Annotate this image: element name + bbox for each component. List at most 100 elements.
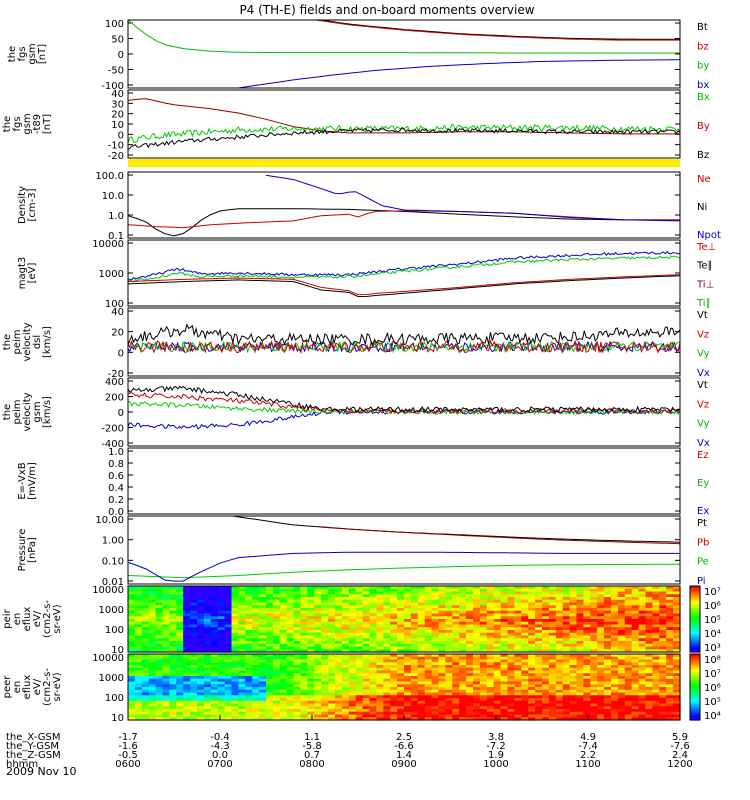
spectrogram-cell xyxy=(645,638,653,642)
spectrogram-cell xyxy=(293,586,302,590)
spectrogram-cell xyxy=(438,588,446,593)
spectrogram-cell xyxy=(659,706,667,710)
series-Vt xyxy=(127,323,681,346)
spectrogram-cell xyxy=(459,659,467,663)
spectrogram-cell xyxy=(452,597,460,601)
spectrogram-cell xyxy=(652,709,660,713)
spectrogram-cell xyxy=(562,627,571,631)
spectrogram-cell xyxy=(279,632,288,637)
spectrogram-cell xyxy=(266,665,274,669)
spectrogram-cell xyxy=(134,608,143,612)
legend-Vx: Vx xyxy=(697,368,710,379)
spectrogram-cell xyxy=(473,698,481,702)
spectrogram-cell xyxy=(542,610,550,615)
spectrogram-cell xyxy=(266,588,274,593)
spectrogram-cell xyxy=(659,659,667,663)
spectrogram-cell xyxy=(466,700,474,705)
spectrogram-cell xyxy=(597,591,605,595)
spectrogram-cell xyxy=(141,700,150,705)
spectrogram-cell xyxy=(162,602,170,606)
spectrogram-cell xyxy=(638,635,647,639)
spectrogram-cell xyxy=(348,711,357,716)
spectrogram-cell xyxy=(417,588,426,593)
spectrogram-cell xyxy=(252,602,260,606)
panel-6-tick-label: -200 xyxy=(101,424,124,435)
spectrogram-cell xyxy=(300,591,308,595)
spectrogram-cell xyxy=(645,641,653,645)
spectrogram-cell xyxy=(645,597,653,601)
spectrogram-cell xyxy=(176,692,184,696)
spectrogram-cell xyxy=(376,621,384,626)
spectrogram-cell xyxy=(348,630,357,634)
spectrogram-cell xyxy=(376,605,384,609)
spectrogram-cell xyxy=(314,684,322,688)
spectrogram-cell xyxy=(452,624,460,628)
spectrogram-cell xyxy=(390,621,398,626)
spectrogram-cell xyxy=(569,659,578,663)
spectrogram-cell xyxy=(307,681,315,685)
spectrogram-cell xyxy=(562,624,571,628)
spectrogram-cell xyxy=(597,711,605,716)
panel-8-tick-label: 0.01 xyxy=(102,577,124,588)
spectrogram-cell xyxy=(203,706,212,710)
spectrogram-cell xyxy=(431,717,440,721)
spectrogram-cell xyxy=(128,689,136,694)
spectrogram-cell xyxy=(410,638,419,642)
spectrogram-cell xyxy=(555,649,564,653)
spectrogram-cell xyxy=(645,627,653,631)
spectrogram-cell xyxy=(272,599,281,604)
spectrogram-cell xyxy=(445,667,453,672)
spectrogram-cell xyxy=(528,717,536,721)
spectrogram-cell xyxy=(535,627,543,631)
spectrogram-cell xyxy=(459,646,467,650)
spectrogram-cell xyxy=(128,654,136,658)
spectrogram-cell xyxy=(390,665,398,669)
spectrogram-cell xyxy=(569,684,578,688)
spectrogram-cell xyxy=(279,706,288,710)
spectrogram-cell xyxy=(624,616,633,620)
spectrogram-cell xyxy=(604,605,612,609)
spectrogram-cell xyxy=(314,667,322,672)
spectrogram-cell xyxy=(611,586,619,590)
spectrogram-cell xyxy=(576,717,584,721)
spectrogram-cell xyxy=(245,703,253,707)
spectrogram-cell xyxy=(459,689,467,694)
spectrogram-cell xyxy=(445,678,453,683)
spectrogram-cell xyxy=(417,684,426,688)
spectrogram-cell xyxy=(528,605,536,609)
spectrogram-cell xyxy=(148,597,157,601)
spectrogram-cell xyxy=(438,700,446,705)
spectrogram-cell xyxy=(155,711,164,716)
spectrogram-cell xyxy=(390,659,398,663)
spectrogram-cell xyxy=(279,599,288,604)
spectrogram-cell xyxy=(390,692,398,696)
spectrogram-cell xyxy=(307,709,315,713)
spectrogram-cell xyxy=(245,662,253,666)
spectrogram-cell xyxy=(673,610,681,615)
spectrogram-cell xyxy=(597,597,605,601)
spectrogram-cell xyxy=(134,706,143,710)
spectrogram-cell xyxy=(217,681,226,685)
spectrogram-cell xyxy=(548,635,557,639)
spectrogram-cell xyxy=(410,667,419,672)
spectrogram-cell xyxy=(390,695,398,699)
spectrogram-cell xyxy=(203,646,212,650)
spectrogram-cell xyxy=(590,621,598,626)
spectrogram-cell xyxy=(383,670,391,674)
spectrogram-cell xyxy=(148,670,157,674)
panel-3-ylabel: Density[cm-3] xyxy=(17,186,38,224)
spectrogram-cell xyxy=(445,599,453,604)
spectrogram-cell xyxy=(590,641,598,645)
spectrogram-cell xyxy=(507,698,515,702)
spectrogram-cell xyxy=(128,656,136,661)
spectrogram-cell xyxy=(652,692,660,696)
spectrogram-cell xyxy=(431,646,440,650)
spectrogram-cell xyxy=(597,684,605,688)
spectrogram-cell xyxy=(155,649,164,653)
spectrogram-cell xyxy=(597,670,605,674)
spectrogram-cell xyxy=(321,588,329,593)
spectrogram-cell xyxy=(624,610,633,615)
spectrogram-cell xyxy=(431,670,440,674)
spectrogram-cell xyxy=(210,605,219,609)
spectrogram-cell xyxy=(404,602,412,606)
